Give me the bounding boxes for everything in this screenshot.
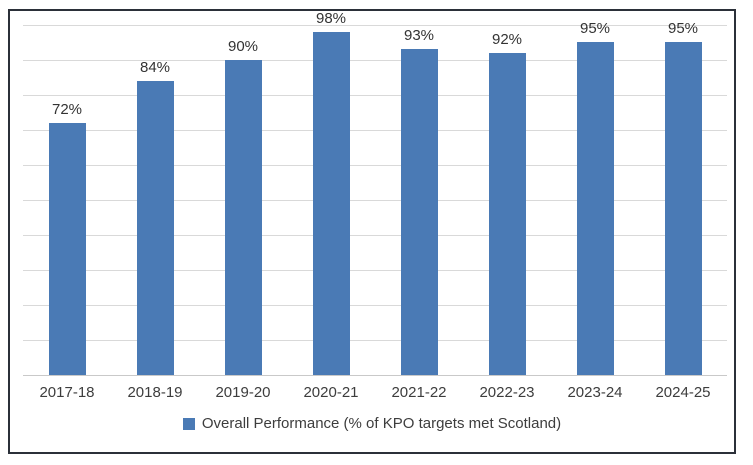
x-tick-label-2022-23: 2022-23 [479,384,535,401]
data-label-2023-24: 95% [579,20,611,37]
chart-plot-border: 72% 84% 90% 98% 93% 92% 95% 95% 2017-18 2018-19 2… [8,9,736,454]
x-tick-label-2018-19: 2018-19 [127,384,183,401]
gridline [23,200,727,201]
data-label-2020-21: 98% [315,10,347,27]
x-tick-label-2017-18: 2017-18 [39,384,95,401]
legend-series-label: Overall Performance (% of KPO targets me… [201,415,562,432]
legend-series-marker [182,417,195,430]
gridline [23,130,727,131]
data-label-2021-22: 93% [403,27,435,44]
bar-2019-20 [225,60,262,375]
gridline [23,305,727,306]
data-label-2018-19: 84% [139,59,171,76]
x-tick-label-2024-25: 2024-25 [655,384,711,401]
gridline [23,95,727,96]
bar-2022-23 [489,53,526,375]
bar-2018-19 [137,81,174,375]
data-label-2024-25: 95% [667,20,699,37]
x-tick-label-2023-24: 2023-24 [567,384,623,401]
gridline [23,235,727,236]
data-label-2022-23: 92% [491,31,523,48]
data-label-2017-18: 72% [51,101,83,118]
gridline [23,60,727,61]
x-axis: 2017-18 2018-19 2019-20 2020-21 2021-22 2022-… [23,384,727,404]
bar-2024-25 [665,42,702,375]
x-tick-label-2019-20: 2019-20 [215,384,271,401]
bar-2021-22 [401,49,438,375]
gridline [23,340,727,341]
x-axis-line [23,375,727,376]
bar-2023-24 [577,42,614,375]
bar-2020-21 [313,32,350,375]
legend: Overall Performance (% of KPO targets me… [10,415,734,432]
gridline [23,270,727,271]
bar-2017-18 [49,123,86,375]
gridline [23,165,727,166]
plot-area: 72% 84% 90% 98% 93% 92% 95% 95% [23,10,727,376]
data-label-2019-20: 90% [227,38,259,55]
gridline [23,25,727,26]
x-tick-label-2020-21: 2020-21 [303,384,359,401]
x-tick-label-2021-22: 2021-22 [391,384,447,401]
